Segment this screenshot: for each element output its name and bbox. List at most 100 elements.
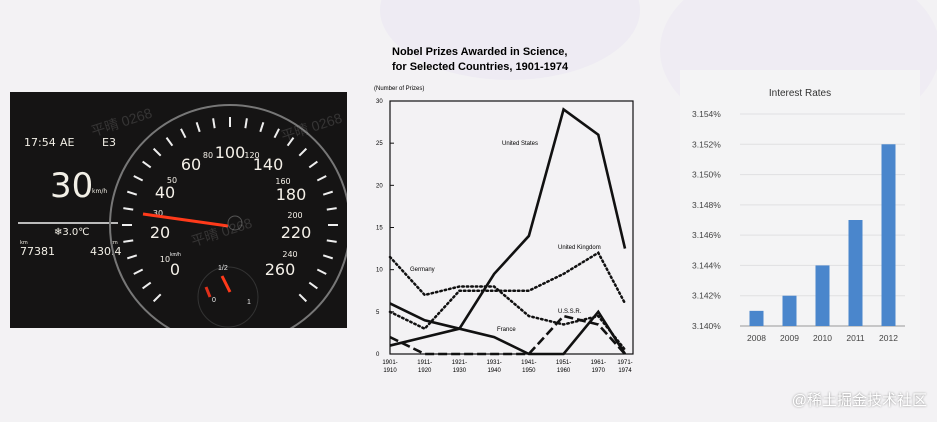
x-tick-label: 2010 <box>813 333 832 343</box>
speed-label: 50 <box>167 176 177 185</box>
fuel-needle <box>220 275 232 293</box>
speed-label: 220 <box>281 223 312 242</box>
gauge-tick <box>308 281 318 290</box>
speedometer-photo: 17:54 AE E3 30 km/h ❄3.0℃ km 77381 km 43… <box>10 92 347 328</box>
gauge-tick <box>298 147 308 157</box>
y-tick-label: 3.140% <box>692 321 721 331</box>
x-tick-label: 1941- <box>521 360 536 366</box>
speed-label: 200 <box>287 211 302 220</box>
x-tick-label: 1931- <box>486 360 501 366</box>
x-tick-label: 2012 <box>879 333 898 343</box>
fuel-reserve-mark <box>204 286 212 298</box>
gauge-tick <box>142 281 152 290</box>
gauge-tick <box>142 160 152 169</box>
gauge-tick <box>322 190 334 196</box>
gauge-tick <box>316 175 327 182</box>
gauge-tick <box>126 254 138 260</box>
speed-label: 0 <box>170 260 180 279</box>
gear: E3 <box>102 136 116 149</box>
fuel-label: 0 <box>212 297 216 304</box>
gauge-tick <box>152 293 162 303</box>
speed-label: 100 <box>215 143 246 162</box>
gauge-tick <box>298 293 308 303</box>
clock: 17:54 <box>24 136 56 149</box>
digital-speed: 30 <box>50 166 94 206</box>
temperature: ❄3.0℃ <box>54 227 90 238</box>
bar-2009 <box>782 295 797 326</box>
nobel-prizes-chart: Nobel Prizes Awarded in Science, for Sel… <box>374 46 634 374</box>
x-tick-label: 1971- <box>617 360 632 366</box>
bar-2008 <box>749 310 764 326</box>
fuel-label: 1/2 <box>218 265 228 272</box>
speed-needle <box>142 212 229 228</box>
speed-label: 180 <box>276 185 307 204</box>
series-label: Germany <box>410 267 435 273</box>
gauge-tick <box>180 128 187 139</box>
gauge-tick <box>123 239 134 243</box>
speed-label: 10 <box>160 255 170 264</box>
speed-label: 160 <box>275 177 290 186</box>
range-unit: km <box>110 240 118 246</box>
series-label: France <box>497 327 516 333</box>
series-label: U.S.S.R. <box>558 309 582 315</box>
speed-label: 260 <box>265 260 296 279</box>
x-tick-label: 1921- <box>452 360 467 366</box>
gauge-tick <box>273 128 280 139</box>
gauge-tick <box>152 147 162 157</box>
y-tick-label: 3.152% <box>692 139 721 149</box>
speed-label: 120 <box>244 151 259 160</box>
x-tick-label: 1974 <box>618 368 632 374</box>
x-tick-label: 1951- <box>556 360 571 366</box>
y-tick-label: 3.144% <box>692 260 721 270</box>
x-tick-label: 1910 <box>383 368 397 374</box>
bar-2010 <box>815 265 830 326</box>
fuel-label: 1 <box>247 299 251 306</box>
gauge-tick <box>133 268 144 275</box>
y-tick-label: 10 <box>376 268 383 274</box>
gauge-tick <box>123 207 134 211</box>
y-tick-label: 0 <box>376 352 380 358</box>
x-tick-label: 1950 <box>522 368 536 374</box>
drive-mode: AE <box>60 136 75 149</box>
y-tick-label: 15 <box>376 226 383 232</box>
series-label: United Kingdom <box>558 245 601 251</box>
speed-label: 20 <box>150 223 170 242</box>
gauge-tick <box>326 207 337 211</box>
y-tick-label: 3.150% <box>692 170 721 180</box>
x-tick-label: 1970 <box>592 368 606 374</box>
gauge-tick <box>126 190 138 196</box>
speed-label: 140 <box>253 155 284 174</box>
fuel-gauge <box>197 266 259 328</box>
y-axis-label: (Number of Prizes) <box>374 86 424 92</box>
gauge-tick <box>165 137 174 147</box>
series-line-united-kingdom <box>388 251 627 331</box>
site-watermark: @稀土掘金技术社区 <box>791 392 927 409</box>
x-tick-label: 1901- <box>382 360 397 366</box>
speed-label: 30 <box>153 209 163 218</box>
odometer: 77381 <box>20 245 55 258</box>
speed-label: 60 <box>181 155 201 174</box>
y-tick-label: 5 <box>376 310 380 316</box>
gauge-tick <box>308 160 318 169</box>
x-tick-label: 1920 <box>418 368 432 374</box>
divider <box>18 222 118 224</box>
series-line-germany <box>388 255 627 352</box>
y-tick-label: 25 <box>376 141 383 147</box>
chart-subtitle: for Selected Countries, 1901-1974 <box>392 61 569 73</box>
series-label: United States <box>502 141 538 147</box>
chart-title: Nobel Prizes Awarded in Science, <box>392 46 567 58</box>
gauge-tick <box>195 121 201 133</box>
gauge-tick <box>212 118 216 129</box>
speed-label: 40 <box>155 183 175 202</box>
speed-unit: km/h <box>92 188 108 195</box>
gauge-tick <box>244 118 248 129</box>
speed-label: 240 <box>282 250 297 259</box>
y-tick-label: 30 <box>376 99 383 105</box>
gauge-tick <box>133 175 144 182</box>
series-line-u-s-s-r- <box>389 314 626 356</box>
y-tick-label: 3.142% <box>692 291 721 301</box>
chart-title: Interest Rates <box>769 88 831 99</box>
x-tick-label: 1911- <box>417 360 432 366</box>
y-tick-label: 3.148% <box>692 200 721 210</box>
